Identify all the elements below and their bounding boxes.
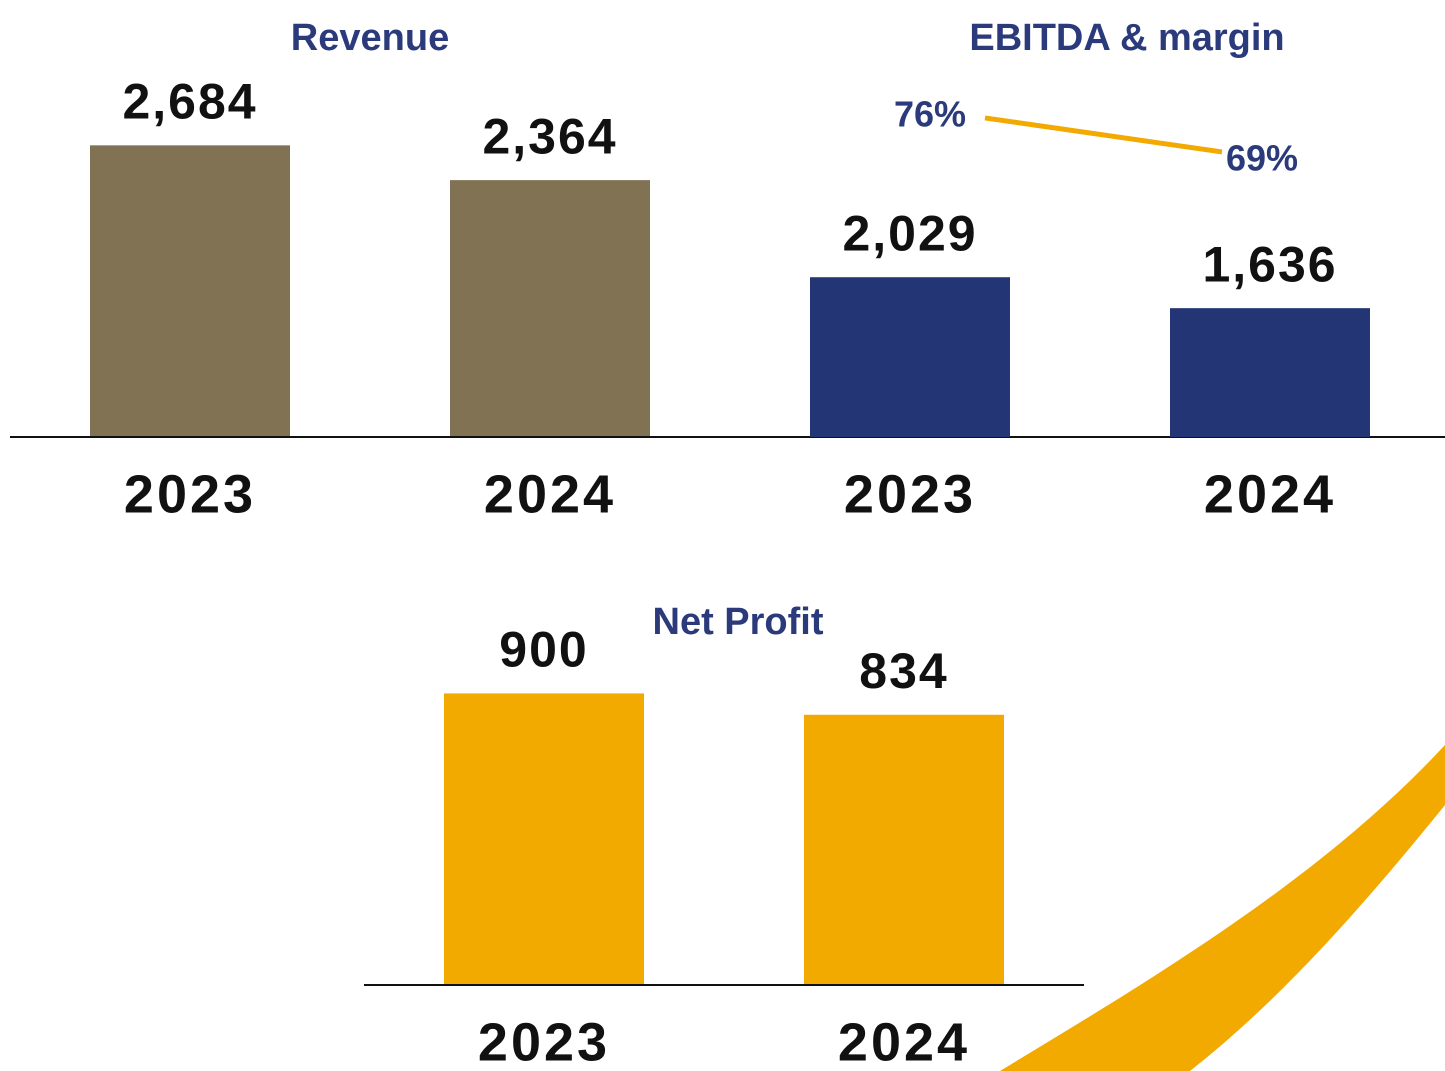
bar — [90, 145, 290, 437]
x-tick-label: 2023 — [124, 464, 256, 524]
chart-title: EBITDA & margin — [969, 17, 1284, 59]
value-label: 2,364 — [482, 108, 617, 164]
x-tick-label: 2023 — [844, 464, 976, 524]
bar — [1170, 308, 1370, 437]
margin-label: 76% — [894, 93, 966, 134]
value-label: 2,684 — [122, 74, 257, 130]
value-label: 1,636 — [1202, 236, 1337, 292]
x-tick-label: 2024 — [1204, 464, 1336, 524]
bar — [810, 277, 1010, 437]
margin-label: 69% — [1226, 137, 1298, 178]
value-label: 2,029 — [842, 205, 977, 261]
bar — [450, 180, 650, 437]
bar — [444, 693, 644, 985]
margin-line — [984, 115, 1223, 155]
bar — [804, 714, 1004, 985]
decorative-swoosh — [1000, 745, 1445, 1071]
chart-title: Net Profit — [653, 601, 824, 643]
chart-title: Revenue — [291, 17, 449, 59]
value-label: 834 — [859, 643, 948, 699]
x-tick-label: 2023 — [478, 1012, 610, 1071]
x-tick-label: 2024 — [484, 464, 616, 524]
value-label: 900 — [499, 622, 588, 678]
x-tick-label: 2024 — [838, 1012, 970, 1071]
